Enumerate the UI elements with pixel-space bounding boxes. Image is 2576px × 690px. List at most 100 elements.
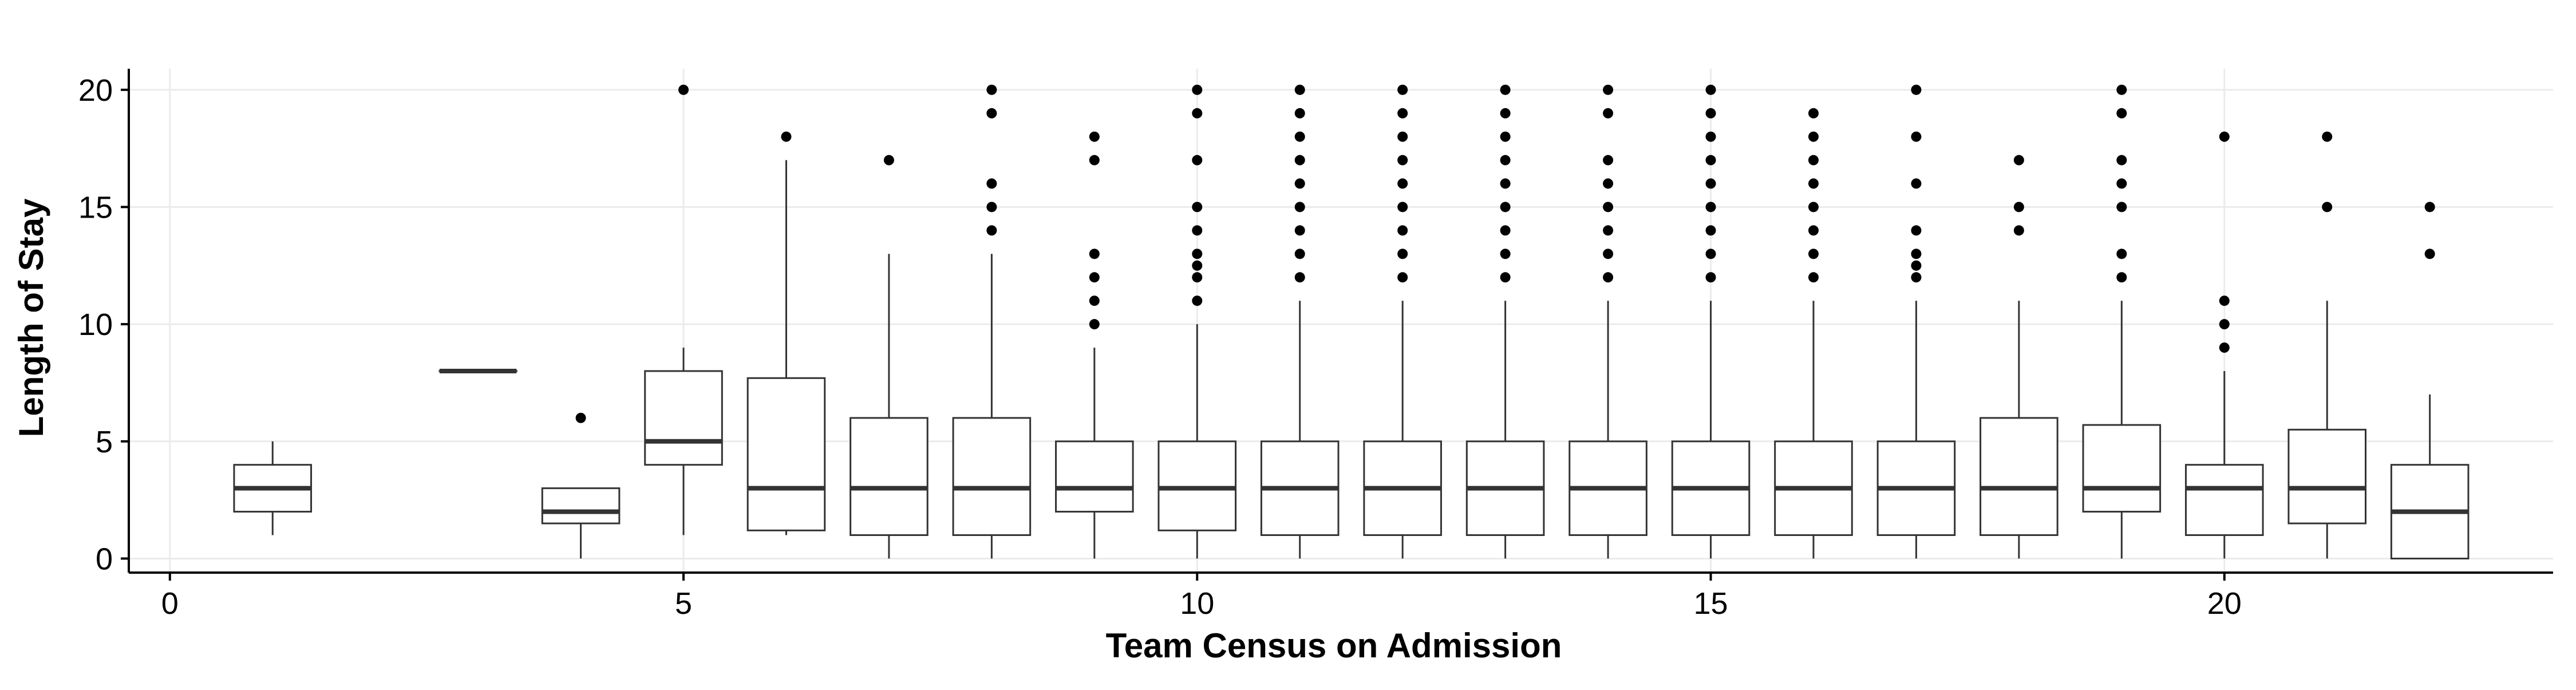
box-group [1364, 85, 1441, 559]
x-tick-label: 20 [2207, 586, 2242, 621]
outlier-point [1706, 85, 1716, 95]
outlier-point [1295, 202, 1305, 212]
outlier-point [1295, 132, 1305, 142]
y-axis-title: Length of Stay [12, 198, 50, 437]
outlier-point [2219, 132, 2230, 142]
outlier-point [1911, 272, 1921, 282]
outlier-point [1808, 249, 1819, 259]
box-group [1775, 108, 1852, 559]
box [645, 371, 722, 465]
outlier-point [1295, 155, 1305, 165]
outlier-point [1911, 179, 1921, 189]
outlier-point [2116, 108, 2127, 119]
box-group [234, 441, 311, 535]
outlier-point [781, 132, 791, 142]
box-group [851, 155, 928, 559]
outlier-point [1192, 272, 1202, 282]
box-group [2289, 132, 2366, 559]
outlier-point [1911, 261, 1921, 271]
box-group [1056, 132, 1133, 559]
outlier-point [1397, 249, 1408, 259]
box-group [1672, 85, 1749, 559]
box-group [2391, 202, 2468, 558]
outlier-point [2322, 202, 2332, 212]
outlier-point [1397, 155, 1408, 165]
x-axis-title: Team Census on Admission [1106, 626, 1562, 665]
outlier-point [1089, 249, 1100, 259]
outlier-point [1603, 272, 1613, 282]
outlier-point [1911, 132, 1921, 142]
outlier-point [1603, 108, 1613, 119]
outlier-point [1808, 179, 1819, 189]
box [953, 418, 1030, 535]
outlier-point [1500, 108, 1511, 119]
outlier-point [2219, 342, 2230, 353]
outlier-point [1603, 225, 1613, 235]
outlier-point [1192, 155, 1202, 165]
outlier-point [1192, 249, 1202, 259]
box-group [1467, 85, 1544, 559]
box-group [748, 132, 825, 535]
outlier-point [2219, 319, 2230, 329]
box [1159, 441, 1236, 531]
outlier-point [1500, 272, 1511, 282]
outlier-point [2116, 249, 2127, 259]
outlier-point [1397, 272, 1408, 282]
outlier-point [2116, 155, 2127, 165]
outlier-point [1603, 179, 1613, 189]
y-tick-label: 15 [78, 190, 113, 224]
box [542, 488, 619, 523]
outlier-point [1706, 249, 1716, 259]
outlier-point [1089, 272, 1100, 282]
outlier-point [2425, 249, 2435, 259]
y-tick-label: 5 [96, 425, 113, 459]
outlier-point [1295, 179, 1305, 189]
outlier-point [986, 179, 997, 189]
outlier-point [1397, 225, 1408, 235]
outlier-point [2116, 85, 2127, 95]
outlier-point [1397, 85, 1408, 95]
outlier-point [1911, 85, 1921, 95]
y-tick-label: 10 [78, 307, 113, 342]
outlier-point [2425, 202, 2435, 212]
outlier-point [1808, 108, 1819, 119]
outlier-point [1192, 108, 1202, 119]
outlier-point [1500, 202, 1511, 212]
outlier-point [1706, 272, 1716, 282]
outlier-point [1603, 202, 1613, 212]
outlier-point [1500, 249, 1511, 259]
outlier-point [2014, 225, 2024, 235]
outlier-point [1911, 225, 1921, 235]
outlier-point [986, 108, 997, 119]
outlier-point [1397, 202, 1408, 212]
outlier-point [1397, 179, 1408, 189]
outlier-point [1089, 295, 1100, 306]
box-layer [234, 85, 2468, 559]
outlier-point [986, 202, 997, 212]
box [748, 378, 825, 530]
outlier-point [1808, 225, 1819, 235]
outlier-point [1500, 132, 1511, 142]
outlier-point [2116, 179, 2127, 189]
x-tick-label: 10 [1180, 586, 1214, 621]
outlier-point [1192, 261, 1202, 271]
outlier-point [2014, 202, 2024, 212]
outlier-point [1500, 155, 1511, 165]
box-group [1570, 85, 1647, 559]
outlier-point [1089, 319, 1100, 329]
box-group [2083, 85, 2160, 559]
outlier-point [678, 85, 689, 95]
x-tick-label: 15 [1693, 586, 1728, 621]
box [1056, 441, 1133, 512]
box-group [953, 85, 1030, 559]
outlier-point [1295, 108, 1305, 119]
x-tick-label: 5 [675, 586, 692, 621]
outlier-point [1500, 85, 1511, 95]
outlier-point [1192, 295, 1202, 306]
outlier-point [1089, 132, 1100, 142]
outlier-point [1192, 85, 1202, 95]
box [2289, 429, 2366, 523]
box-group [542, 413, 619, 559]
